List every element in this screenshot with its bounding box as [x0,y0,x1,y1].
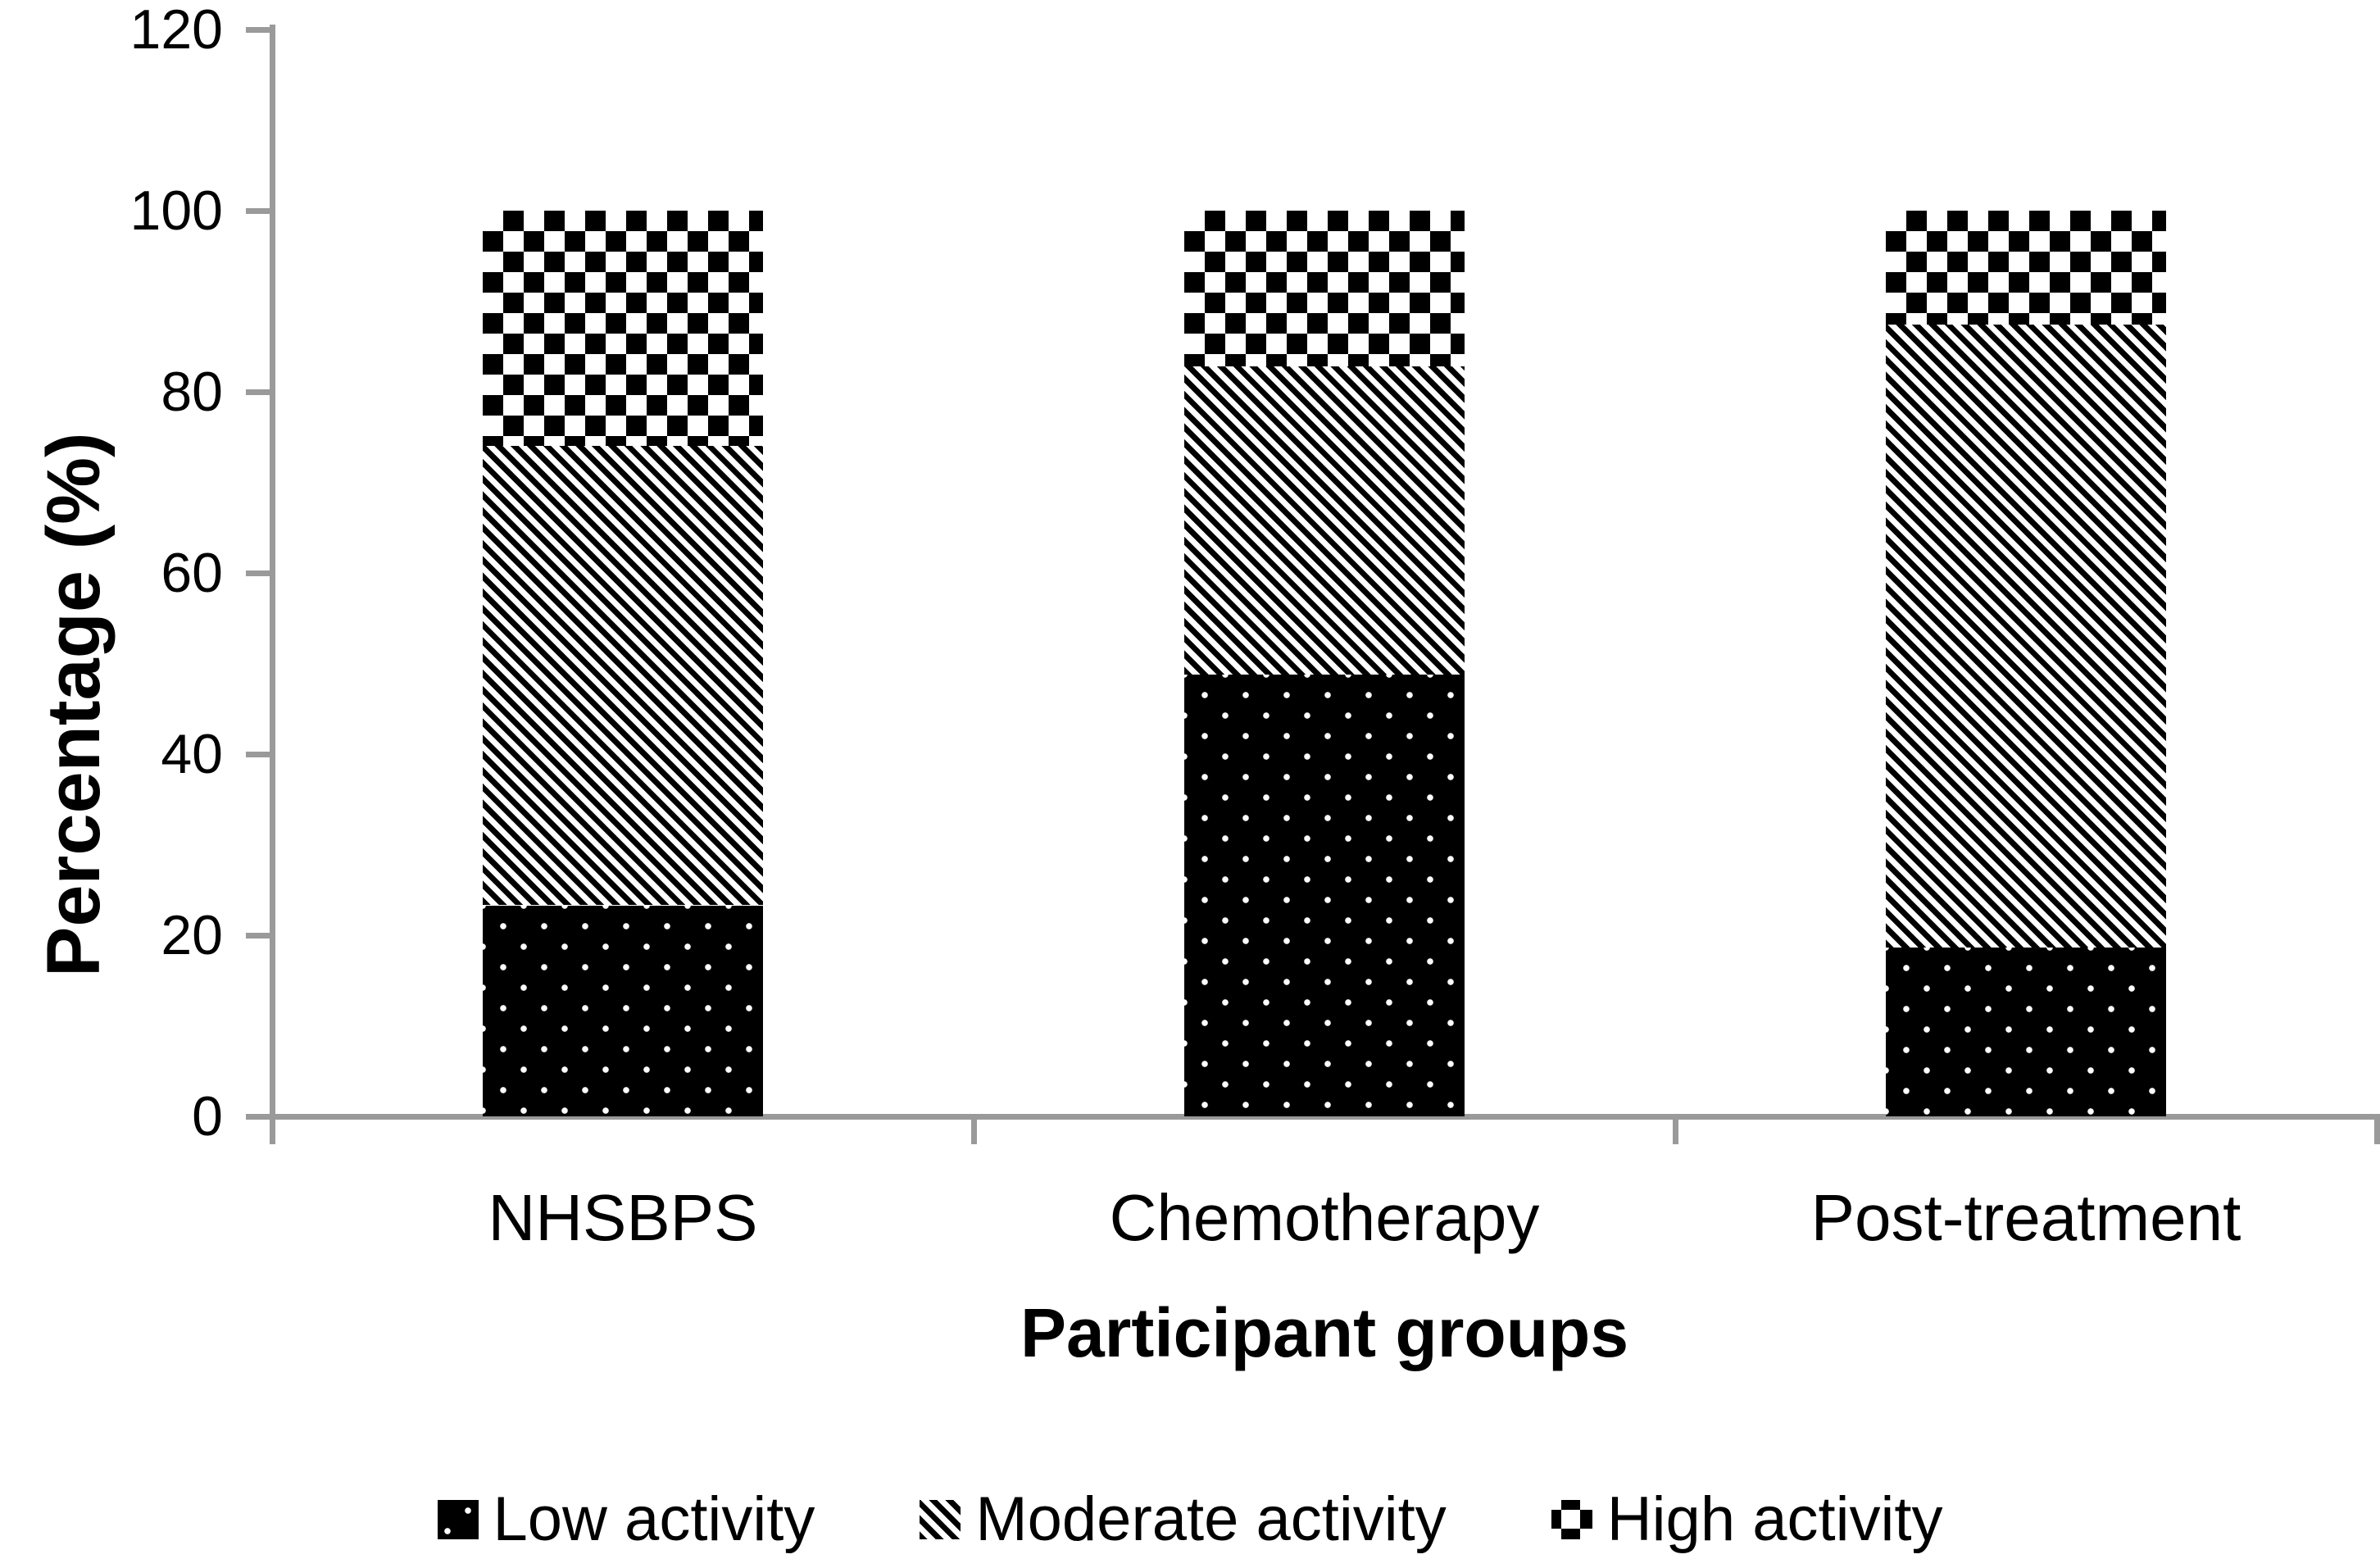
y-tick-mark [246,752,272,757]
x-category-label: NHSBPS [488,1181,758,1254]
bar-segment-diagonal-stripes-post-treatment [1886,325,2166,948]
legend-label: High activity [1606,1484,1943,1554]
y-tick-label: 100 [129,180,223,242]
legend-label: Low activity [493,1484,815,1554]
bar-segment-dots-post-treatment [1886,948,2166,1116]
y-tick-mark [246,389,272,395]
y-axis-line [270,25,275,1120]
x-tick-mark [1673,1116,1678,1144]
y-tick-label: 40 [161,723,223,785]
y-tick-mark [246,1114,272,1120]
x-tick-mark [2374,1116,2380,1144]
y-tick-mark [246,208,272,214]
x-tick-mark [971,1116,977,1144]
y-tick-label: 0 [192,1085,223,1148]
legend-item: Low activity [437,1484,815,1555]
y-tick-mark [246,27,272,33]
legend-swatch-dots-icon [437,1499,479,1539]
bar-segment-checkerboard-nhsbps [483,211,763,446]
y-tick-label: 60 [161,542,223,604]
bar-segment-dots-nhsbps [483,906,763,1116]
legend-item: Moderate activity [920,1484,1447,1555]
x-axis-line [270,1114,2380,1120]
legend-item: High activity [1551,1484,1943,1555]
bar-segment-checkerboard-post-treatment [1886,211,2166,325]
y-tick-label: 120 [129,0,223,61]
bar-segment-dots-chemotherapy [1184,675,1465,1116]
y-tick-mark [246,933,272,939]
x-category-label: Chemotherapy [1109,1181,1540,1254]
x-category-label: Post-treatment [1810,1181,2241,1254]
x-axis-title: Participant groups [1020,1294,1629,1371]
bar-segment-diagonal-stripes-nhsbps [483,446,763,905]
legend-label: Moderate activity [975,1484,1447,1554]
legend-swatch-checkerboard-icon [1551,1499,1592,1539]
bar-segment-diagonal-stripes-chemotherapy [1184,366,1465,675]
x-tick-mark [270,1116,275,1144]
legend: Low activity Moderate activity High activi… [0,1484,2380,1555]
y-tick-mark [246,570,272,576]
bar-segment-checkerboard-chemotherapy [1184,211,1465,366]
legend-swatch-diagonal-stripes-icon [920,1499,961,1539]
y-tick-label: 80 [161,361,223,423]
y-tick-label: 20 [161,904,223,966]
